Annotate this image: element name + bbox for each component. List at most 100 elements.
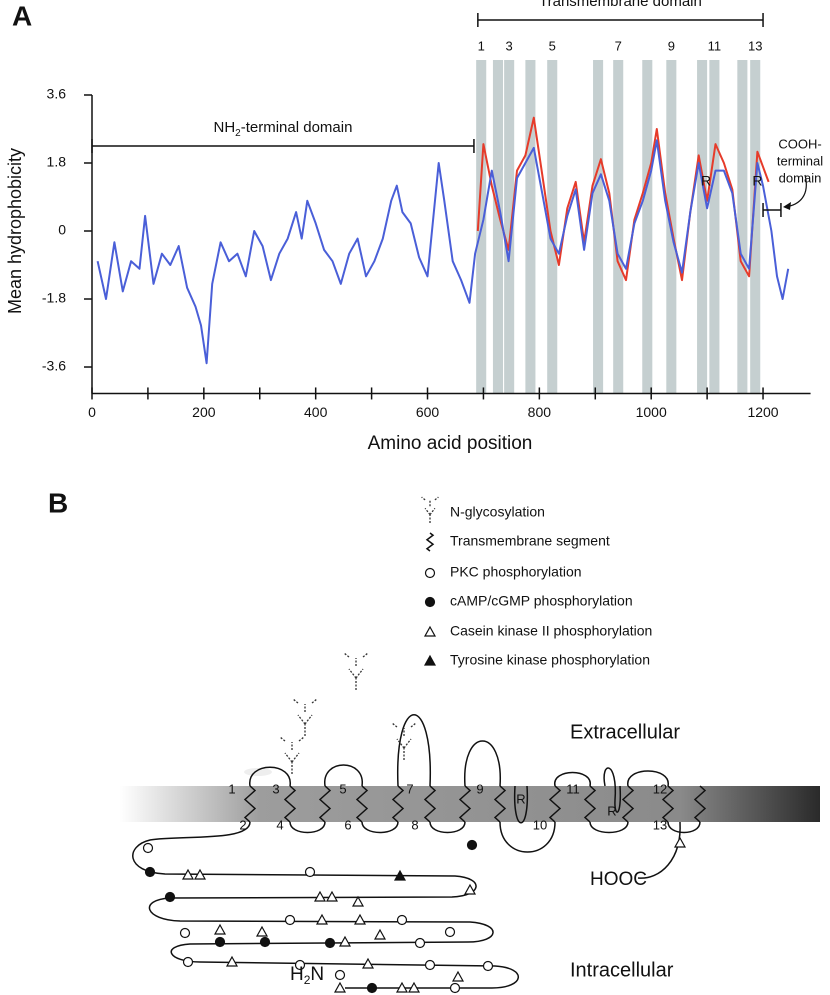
pkc-site [396, 914, 408, 926]
casein-site [463, 883, 477, 895]
y-tick-label: 1.8 [47, 154, 67, 170]
tm-band [642, 60, 653, 394]
camp-site [366, 982, 378, 994]
n-terminus-part: H [290, 964, 304, 985]
y-axis-label: Mean hydrophobicity [5, 148, 25, 314]
region-label: R [752, 173, 762, 189]
tm-helix [621, 785, 635, 823]
intracellular-loop [361, 821, 399, 834]
helix-number: 1 [228, 781, 235, 796]
panel-label: B [48, 487, 68, 518]
extracellular-loop [627, 770, 669, 787]
casein-site [351, 895, 365, 907]
helix-number: 5 [339, 781, 346, 796]
legend-label: N-glycosylation [450, 504, 545, 520]
casein-site [325, 890, 339, 902]
helix-number: 12 [653, 781, 667, 796]
pkc-site [424, 959, 436, 971]
x-tick-label: 400 [304, 404, 328, 420]
casein-site [225, 955, 239, 967]
extracellular-loop [324, 764, 363, 787]
extracellular-loop [396, 714, 432, 787]
loop-label: R [516, 791, 525, 806]
tm-helix [661, 785, 675, 823]
domain-label: Transmembrane domain [539, 0, 702, 10]
tm-label: 7 [615, 38, 622, 53]
y-tick-label: 3.6 [47, 86, 67, 102]
helix-number: 10 [533, 817, 547, 832]
tm-label: 11 [708, 38, 722, 53]
domain-bracket [477, 13, 764, 27]
membrane-mark [244, 768, 272, 776]
tyrosine-site [393, 869, 407, 881]
tm-band [547, 60, 558, 394]
tm-helix [243, 785, 257, 823]
tm-helix [355, 785, 369, 823]
legend-label: PKC phosphorylation [450, 564, 582, 580]
domain-label: domain [779, 170, 822, 185]
y-tick-label: -3.6 [42, 358, 66, 374]
casein-site [338, 935, 352, 947]
casein-site [673, 836, 687, 848]
helix-number: 8 [411, 817, 418, 832]
tm-helix [493, 785, 507, 823]
tm-label: 13 [748, 38, 762, 53]
legend-label: Casein kinase II phosphorylation [450, 623, 652, 639]
intracellular-loop [429, 821, 466, 834]
intracellular-loop [499, 821, 556, 853]
tm-label: 5 [549, 38, 556, 53]
arrow-head [783, 202, 791, 210]
domain-bracket [762, 203, 782, 217]
c-terminal-tail [637, 821, 681, 879]
region-title: Intracellular [570, 959, 674, 981]
casein-site [373, 928, 387, 940]
casein-site [353, 913, 367, 925]
casein-site [361, 957, 375, 969]
x-tick-label: 1200 [747, 404, 778, 420]
hydrophobicity-line [96, 139, 790, 365]
legend-helix [425, 532, 435, 552]
loop-label: R [607, 803, 616, 818]
pkc-site [449, 982, 461, 994]
tm-helix [391, 785, 405, 823]
casein-site [395, 981, 409, 993]
tm-helix [283, 785, 297, 823]
domain-label-part: Transmembrane domain [539, 0, 702, 10]
x-tick-label: 1000 [636, 404, 667, 420]
pkc-site [424, 567, 436, 579]
n-terminus-part: 2 [304, 973, 311, 987]
domain-label: NH2-terminal domain [213, 119, 352, 139]
tm-band [737, 60, 748, 394]
pkc-site [482, 960, 494, 972]
domain-label-part: -terminal domain [241, 119, 353, 136]
reentrant-loop [603, 767, 622, 813]
c-terminus-label: HOOC [590, 869, 647, 890]
hydrophobicity-line [476, 116, 770, 282]
glycosylation-icon [279, 736, 305, 774]
helix-number: 6 [344, 817, 351, 832]
tm-label: 9 [668, 38, 675, 53]
helix-number: 7 [406, 781, 413, 796]
tm-helix [318, 785, 332, 823]
domain-bracket [91, 139, 475, 153]
pkc-site [179, 927, 191, 939]
x-tick-label: 600 [416, 404, 440, 420]
n-terminal-tail [132, 821, 519, 989]
tm-label: 3 [506, 38, 513, 53]
casein-site [181, 868, 195, 880]
helix-number: 3 [272, 781, 279, 796]
casein-site [255, 925, 269, 937]
camp-site [324, 937, 336, 949]
tm-helix [693, 785, 707, 823]
glycosylation-icon [343, 652, 369, 690]
reentrant-loop [513, 785, 529, 824]
extracellular-loop [249, 766, 291, 787]
casein-site [193, 868, 207, 880]
casein-site [451, 970, 465, 982]
pkc-site [294, 959, 306, 971]
casein-site [315, 913, 329, 925]
camp-site [144, 866, 156, 878]
camp-site [164, 891, 176, 903]
glycosylation-icon [421, 496, 439, 523]
